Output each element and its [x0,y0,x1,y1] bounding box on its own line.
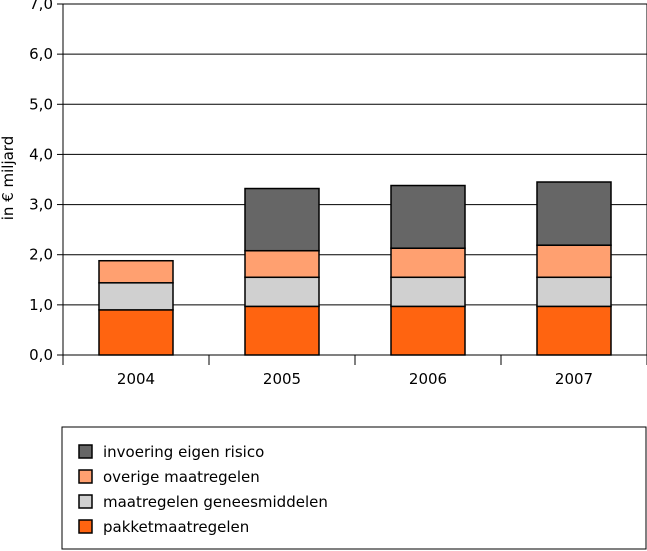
legend-label: invoering eigen risico [103,443,264,461]
bar-segment [536,305,612,356]
bar-segment [244,276,320,308]
x-tick-label: 2005 [263,370,301,388]
bar-segment [98,309,174,356]
legend-box [61,426,647,550]
bar-segment [390,247,466,279]
legend-label: maatregelen geneesmiddelen [103,493,328,511]
bar-segment [244,249,320,279]
bar-segment [98,259,174,284]
y-tick-label: 0,0 [29,346,53,364]
x-tick-label: 2004 [117,370,155,388]
bar-segment [244,187,320,252]
bar-segment [390,184,466,249]
legend-swatch [78,469,93,484]
bars [98,181,612,356]
legend-label: pakketmaatregelen [103,518,249,536]
bar-segment [536,181,612,246]
bar-segment [244,305,320,356]
bar-segment [98,282,174,311]
y-tick-label: 1,0 [29,296,53,314]
x-tick-label: 2006 [409,370,447,388]
y-axis-ticks: 0,0 1,0 2,0 3,0 4,0 5,0 6,0 7,0 [29,0,63,364]
y-tick-label: 2,0 [29,246,53,264]
legend: invoering eigen risico overige maatregele… [78,443,328,536]
bar-segment [390,276,466,308]
bar-segment [536,244,612,279]
y-tick-label: 4,0 [29,145,53,163]
bar-segment [536,276,612,308]
y-tick-label: 5,0 [29,95,53,113]
x-tick-label: 2007 [555,370,593,388]
legend-label: overige maatregelen [103,468,260,486]
bar-segment [390,305,466,356]
y-tick-label: 7,0 [29,0,53,13]
legend-swatch [78,519,93,534]
y-axis-title: in € miljard [0,136,17,221]
x-axis-ticks: 2004 2005 2006 2007 [62,355,647,388]
y-tick-label: 3,0 [29,196,53,214]
legend-swatch [78,444,93,459]
legend-swatch [78,494,93,509]
y-tick-label: 6,0 [29,45,53,63]
